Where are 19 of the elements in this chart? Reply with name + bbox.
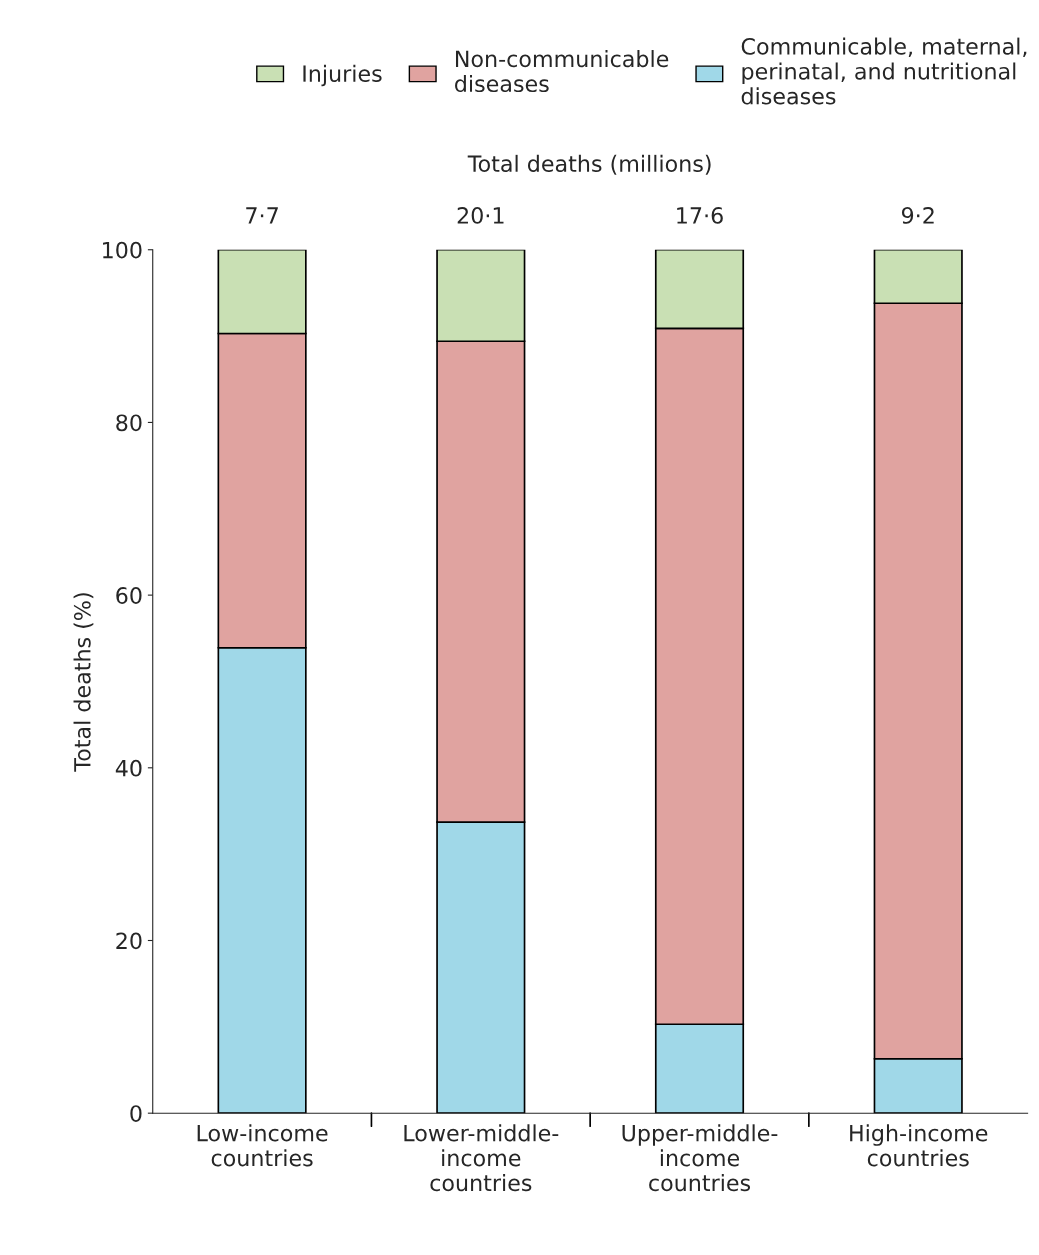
total-label: 7·7 [246, 207, 278, 224]
y-tick-label: 80 [116, 414, 142, 432]
y-tick-label: 100 [103, 241, 142, 259]
x-tick-label: Lower-middle- income countries [404, 1124, 559, 1192]
y-tick-label: 40 [115, 759, 142, 777]
legend-label: Communicable, maternal, perinatal, and nutritional diseases [741, 37, 1027, 105]
legend-label: Injuries [303, 64, 382, 87]
x-tick-label: Low-income countries [197, 1124, 328, 1167]
x-tick-label: Upper-middle- income countries [622, 1124, 778, 1192]
x-tick-label: High-income countries [850, 1124, 988, 1167]
total-label: 17·6 [677, 207, 723, 224]
y-tick-label: 20 [116, 932, 142, 950]
total-label: 9·2 [901, 207, 934, 224]
total-label: 20·1 [457, 207, 504, 224]
y-axis-title: Total deaths (%) [73, 593, 94, 772]
legend-label: Non-communicable diseases [455, 50, 669, 93]
y-tick-label: 0 [130, 1105, 142, 1122]
text: Total deaths (millions) [467, 154, 711, 175]
y-tick-label: 60 [116, 587, 142, 604]
